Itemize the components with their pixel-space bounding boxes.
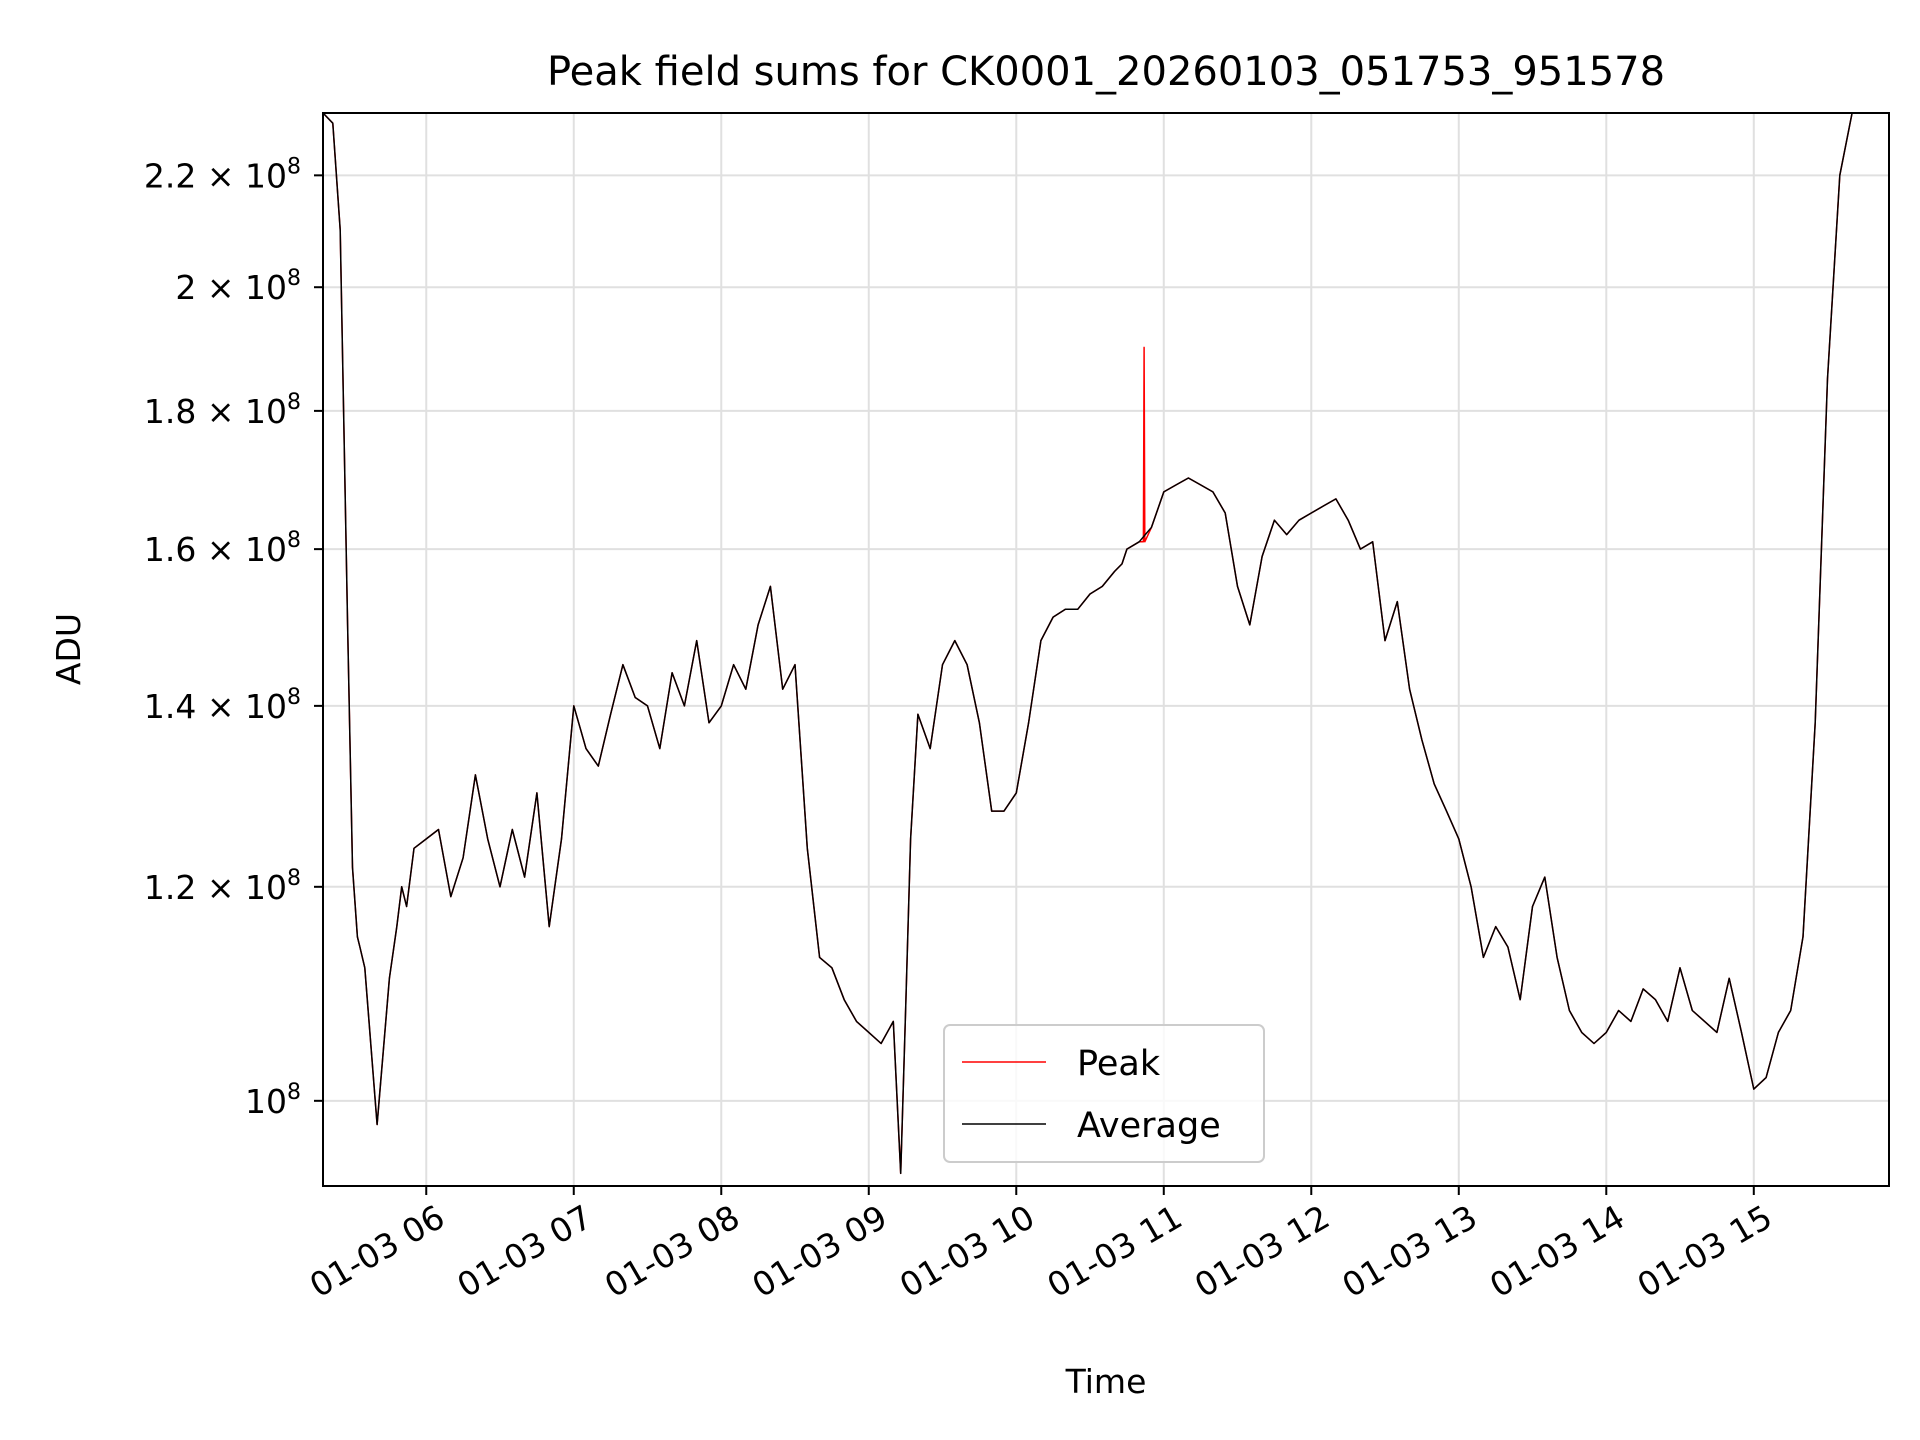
x-axis-label: Time bbox=[1065, 1362, 1147, 1401]
y-axis-label: ADU bbox=[49, 613, 88, 685]
y-tick-label: 108 bbox=[245, 1080, 301, 1121]
y-tick-label: 1.8 × 108 bbox=[144, 390, 301, 431]
series-average-line bbox=[322, 112, 1889, 1175]
y-tick-label: 2.2 × 108 bbox=[144, 154, 301, 195]
gridlines bbox=[323, 113, 1889, 1186]
legend-label-average: Average bbox=[1077, 1106, 1221, 1146]
y-ticks: 108 1.2 × 108 1.4 × 108 1.6 × 108 1.8 × 108 2… bbox=[144, 154, 323, 1121]
y-tick-label: 1.2 × 108 bbox=[144, 866, 301, 907]
series-layer bbox=[322, 112, 1889, 1175]
legend-box bbox=[943, 1024, 1265, 1163]
legend-label-peak: Peak bbox=[1077, 1044, 1161, 1084]
chart-title: Peak field sums for CK0001_20260103_0517… bbox=[547, 49, 1665, 95]
plot-area-frame bbox=[322, 112, 1890, 1187]
y-tick-label: 1.4 × 108 bbox=[144, 685, 301, 726]
y-tick-label: 1.6 × 108 bbox=[144, 528, 301, 569]
y-tick-label: 2 × 108 bbox=[175, 266, 301, 307]
legend: Peak Average bbox=[943, 1024, 1265, 1163]
